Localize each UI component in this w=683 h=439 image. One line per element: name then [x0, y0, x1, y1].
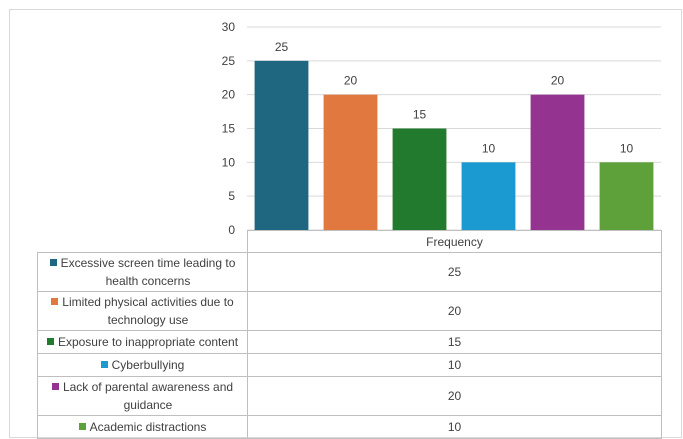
table-value: 10 — [247, 415, 662, 439]
legend-label: Exposure to inappropriate content — [57, 335, 239, 349]
y-tick-label: 15 — [222, 122, 236, 136]
data-label: 15 — [413, 108, 427, 122]
table-corner — [37, 230, 248, 253]
legend-key-swatch — [51, 298, 59, 305]
table-row: Academic distractions 10 — [37, 415, 662, 439]
data-labels: 25 20 15 10 20 10 — [275, 40, 634, 155]
table-row: Limited physical activities due to techno… — [37, 291, 662, 331]
legend-label: Excessive screen time leading to health c… — [60, 256, 236, 288]
legend-entry: Cyberbullying — [37, 353, 248, 377]
table-value: 20 — [247, 291, 662, 331]
legend-key-swatch — [51, 383, 59, 390]
bar-2 — [323, 94, 378, 231]
table-value: 20 — [247, 376, 662, 416]
data-table: Frequency Excessive screen time leading t… — [37, 230, 662, 439]
data-label: 10 — [620, 141, 634, 155]
table-value: 25 — [247, 252, 662, 292]
legend-label: Cyberbullying — [111, 358, 185, 372]
legend-label: Academic distractions — [89, 420, 207, 434]
table-header-frequency: Frequency — [247, 230, 662, 253]
legend-key-swatch — [100, 361, 108, 368]
legend-label: Limited physical activities due to techno… — [62, 295, 234, 327]
y-tick-label: 0 — [228, 223, 235, 237]
table-header-row: Frequency — [37, 230, 662, 253]
y-tick-label: 30 — [222, 20, 236, 34]
y-axis: 0 5 10 15 20 25 30 — [222, 20, 236, 237]
gridlines — [247, 26, 661, 231]
legend-key-swatch — [78, 423, 86, 430]
y-tick-label: 20 — [222, 88, 236, 102]
legend-label: Lack of parental awareness and guidance — [62, 380, 234, 412]
y-tick-label: 5 — [228, 189, 235, 203]
data-label: 20 — [551, 74, 565, 88]
data-label: 20 — [344, 74, 358, 88]
y-tick-label: 10 — [222, 155, 236, 169]
bar-4 — [461, 162, 516, 230]
legend-entry: Exposure to inappropriate content — [37, 330, 248, 354]
table-row: Exposure to inappropriate content 15 — [37, 330, 662, 354]
bar-1 — [254, 60, 309, 231]
data-label: 25 — [275, 40, 289, 54]
legend-entry: Lack of parental awareness and guidance — [37, 376, 248, 416]
bars — [254, 60, 654, 231]
table-row: Cyberbullying 10 — [37, 353, 662, 377]
legend-entry: Excessive screen time leading to health c… — [37, 252, 248, 292]
legend-key-swatch — [49, 259, 57, 266]
bar-3 — [392, 128, 447, 230]
table-row: Lack of parental awareness and guidance 20 — [37, 376, 662, 416]
legend-entry: Academic distractions — [37, 415, 248, 439]
legend-entry: Limited physical activities due to techno… — [37, 291, 248, 331]
data-label: 10 — [482, 141, 496, 155]
bar-5 — [530, 94, 585, 231]
legend-key-swatch — [46, 338, 54, 345]
bar-6 — [599, 162, 654, 230]
table-row: Excessive screen time leading to health c… — [37, 252, 662, 292]
table-value: 15 — [247, 330, 662, 354]
y-tick-label: 25 — [222, 54, 236, 68]
table-value: 10 — [247, 353, 662, 377]
